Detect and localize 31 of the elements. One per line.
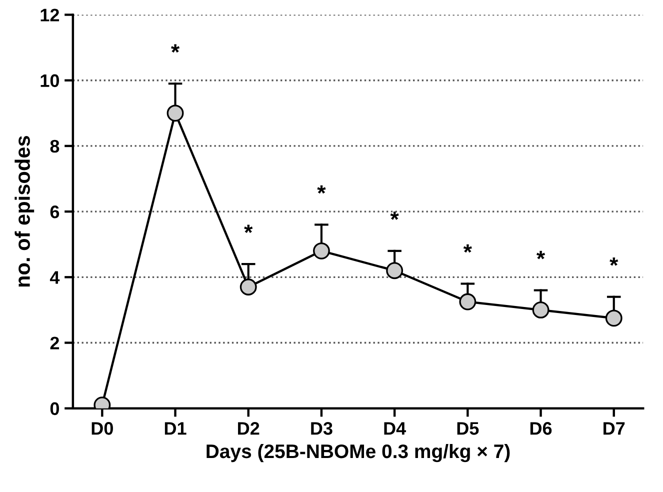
x-tick-label: D6	[530, 422, 552, 435]
annotation: *	[171, 44, 180, 53]
y-tick-label: 4	[50, 271, 60, 284]
annotation: *	[536, 250, 546, 260]
point	[459, 293, 476, 310]
point	[532, 301, 550, 318]
y-tick-label: 10	[40, 74, 59, 88]
y-tick-label: 12	[40, 8, 60, 22]
x-tick-label: D3	[311, 422, 332, 435]
y-tick-label: 0	[50, 402, 59, 416]
y-tick-label: 8	[50, 140, 60, 153]
x-tick-label: D4	[384, 422, 406, 435]
y-axis-title: no. of episodes	[14, 136, 34, 287]
x-tick-label: D7	[604, 422, 625, 435]
point	[166, 104, 184, 122]
x-axis-title: Days (25B-NBOMe 0.3 mg/kg × 7)	[206, 444, 510, 462]
annotation: *	[610, 257, 618, 266]
x-tick-label: D2	[238, 422, 260, 435]
y-tick-label: 2	[50, 336, 60, 350]
point	[312, 242, 330, 260]
point	[240, 278, 257, 296]
x-tick-label: D1	[164, 422, 186, 435]
annotation: *	[317, 185, 326, 194]
y-tick-label: 6	[50, 205, 60, 218]
x-tick-label: D0	[92, 422, 113, 435]
x-tick-label: D5	[457, 422, 479, 435]
point	[605, 310, 622, 327]
annotation: *	[390, 212, 399, 220]
point	[386, 262, 404, 280]
annotation: *	[244, 224, 253, 233]
annotation: *	[463, 244, 472, 253]
